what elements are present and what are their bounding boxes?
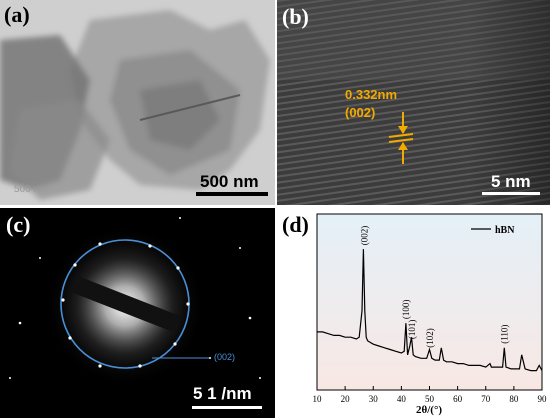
x-tick-label: 10 <box>313 394 323 404</box>
x-tick-label: 70 <box>481 394 491 404</box>
peak-label: (100) <box>401 300 411 320</box>
d-spacing-label: 0.332nm <box>345 87 398 102</box>
saed-ring-label: (002) <box>214 352 236 362</box>
x-axis-label: 2θ/(°) <box>416 404 442 416</box>
tem-image-low-mag <box>0 0 275 205</box>
peak-label: (102) <box>425 328 435 348</box>
panel-c-label: (c) <box>6 212 31 237</box>
panel-a-scalebar-line <box>196 192 268 196</box>
panel-c-scalebar-label: 5 1 /nm <box>193 384 252 403</box>
peak-label: (002) <box>359 226 369 246</box>
panel-d-xrd-chart: 10 20 30 40 50 60 70 80 90 (002) (100) (101) (102) (… <box>277 208 550 418</box>
panel-c-saed-pattern: (c) (002) 5 1 /nm <box>0 208 275 418</box>
panel-c-scalebar-line <box>192 406 262 409</box>
panel-b-scalebar-line <box>482 192 540 195</box>
panel-a-faint-scalebar-label: 500 nm <box>14 184 48 195</box>
xrd-plot: 10 20 30 40 50 60 70 80 90 (002) (100)(101) (102) (… <box>313 213 548 416</box>
plot-area <box>316 213 543 391</box>
x-tick-label: 30 <box>369 394 379 404</box>
x-tick-label: 60 <box>453 394 463 404</box>
x-tick-label: 20 <box>341 394 351 404</box>
hrtem-lattice-fringes <box>277 0 550 205</box>
panel-d-label: (d) <box>282 212 309 237</box>
x-tick-label: 80 <box>509 394 519 404</box>
x-tick-label: 90 <box>538 394 548 404</box>
panel-b-hrtem-image: (b) 0.332nm (002) 5 nm <box>277 0 550 205</box>
peak-label: (110) <box>499 325 509 344</box>
panel-b-scalebar-label: 5 nm <box>491 172 531 191</box>
peak-label: (101) <box>407 320 417 340</box>
panel-a-label: (a) <box>4 2 30 27</box>
saed-diffraction-image <box>0 208 275 418</box>
panel-a-tem-image: (a) 500 nm 500 nm <box>0 0 275 205</box>
lattice-plane-label: (002) <box>345 105 376 120</box>
x-tick-label: 50 <box>425 394 435 404</box>
series-line-hbn <box>317 249 543 372</box>
legend-label-hbn: hBN <box>495 225 515 236</box>
panel-a-scalebar-label: 500 nm <box>200 172 259 191</box>
x-tick-label: 40 <box>397 394 407 404</box>
panel-b-label: (b) <box>282 4 309 29</box>
